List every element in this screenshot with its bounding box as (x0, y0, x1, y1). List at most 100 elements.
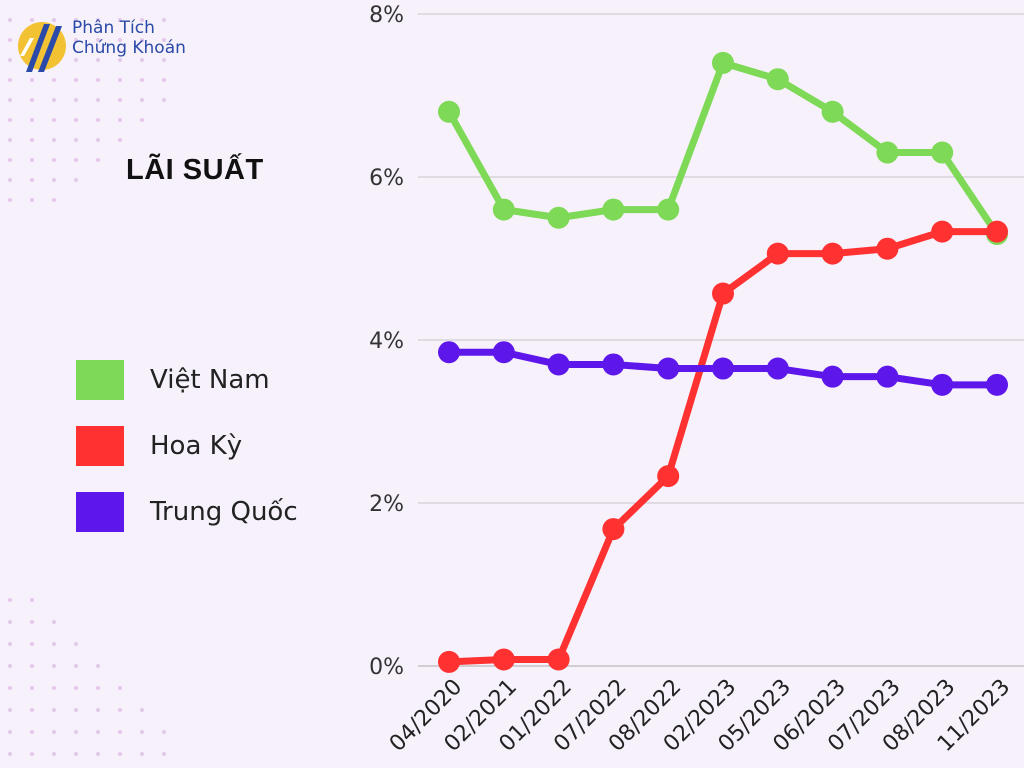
bg-dot (74, 686, 78, 690)
bg-dot (162, 38, 166, 42)
data-point (657, 357, 680, 380)
logo-icon (18, 22, 66, 72)
data-point (492, 198, 515, 221)
legend-item-viet-nam: Việt Nam (76, 360, 298, 400)
bg-dot (74, 642, 78, 646)
bg-dot (8, 178, 12, 182)
logo-line-2: Chứng Khoán (72, 38, 186, 58)
bg-dot (8, 38, 12, 42)
bg-dot (30, 198, 34, 202)
bg-dot (74, 58, 78, 62)
bg-dot (140, 18, 144, 22)
bg-dot (96, 158, 100, 162)
bg-dot (52, 620, 56, 624)
data-point (821, 242, 844, 265)
data-point (492, 648, 515, 671)
bg-dot (96, 58, 100, 62)
bg-dot (52, 686, 56, 690)
legend-label-trung-quoc: Trung Quốc (150, 497, 298, 527)
data-point (438, 341, 460, 364)
bg-dot (140, 118, 144, 122)
data-point (547, 206, 570, 229)
bg-dot (8, 730, 12, 734)
data-point (766, 68, 789, 91)
bg-dot (8, 752, 12, 756)
legend-label-viet-nam: Việt Nam (150, 365, 270, 395)
bg-dot (52, 752, 56, 756)
bg-dot (8, 158, 12, 162)
data-point (602, 198, 625, 221)
legend-item-hoa-ky: Hoa Kỳ (76, 426, 298, 466)
bg-dot (52, 664, 56, 668)
data-point (712, 357, 734, 380)
y-tick-label: 8% (369, 3, 404, 28)
data-point (438, 650, 460, 673)
bg-dot (118, 708, 122, 712)
bg-dot (30, 752, 34, 756)
bg-dot (140, 752, 144, 756)
bg-dot (96, 98, 100, 102)
bg-dot (140, 708, 144, 712)
data-point (766, 242, 789, 265)
bg-dot (8, 58, 12, 62)
data-point (438, 100, 460, 123)
legend-swatch-viet-nam (76, 360, 124, 400)
bg-dot (30, 642, 34, 646)
bg-dot (8, 708, 12, 712)
bg-dot (74, 18, 78, 22)
bg-dot (74, 98, 78, 102)
bg-dot (52, 118, 56, 122)
bg-dot (162, 98, 166, 102)
bg-dot (118, 18, 122, 22)
bg-dot (8, 198, 12, 202)
bg-dot (52, 708, 56, 712)
bg-dot (162, 58, 166, 62)
bg-dot (8, 118, 12, 122)
bg-dot (52, 642, 56, 646)
bg-dot (96, 752, 100, 756)
bg-dot (30, 18, 34, 22)
bg-dot (140, 78, 144, 82)
data-point (986, 220, 1008, 243)
bg-dot (118, 138, 122, 142)
bg-dot (30, 118, 34, 122)
bg-dot (96, 118, 100, 122)
data-point (931, 373, 954, 396)
data-point (766, 357, 789, 380)
bg-dot (118, 752, 122, 756)
bg-dot (74, 158, 78, 162)
data-point (547, 648, 570, 671)
bg-dot (52, 78, 56, 82)
bg-dot (30, 620, 34, 624)
bg-dot (8, 18, 12, 22)
bg-dot (162, 730, 166, 734)
bg-dot (30, 158, 34, 162)
bg-dot (8, 620, 12, 624)
data-point (602, 353, 625, 376)
bg-dot (30, 98, 34, 102)
data-point (602, 518, 625, 541)
bg-dot (8, 642, 12, 646)
bg-dot (162, 752, 166, 756)
bg-dot (96, 686, 100, 690)
bg-dot (52, 158, 56, 162)
bg-dot (30, 138, 34, 142)
y-tick-label: 6% (369, 166, 404, 191)
bg-dot (118, 98, 122, 102)
bg-dot (74, 664, 78, 668)
data-point (821, 100, 844, 123)
bg-dot (162, 78, 166, 82)
bg-dot (30, 664, 34, 668)
data-point (876, 237, 899, 260)
bg-dot (52, 138, 56, 142)
bg-dot (96, 78, 100, 82)
bg-dot (96, 18, 100, 22)
data-point (547, 353, 570, 376)
data-point (712, 51, 734, 74)
bg-dot (74, 138, 78, 142)
bg-dot (74, 78, 78, 82)
bg-dot (74, 708, 78, 712)
series-line (445, 59, 1001, 238)
legend-label-hoa-ky: Hoa Kỳ (150, 431, 243, 461)
bg-dot (74, 118, 78, 122)
